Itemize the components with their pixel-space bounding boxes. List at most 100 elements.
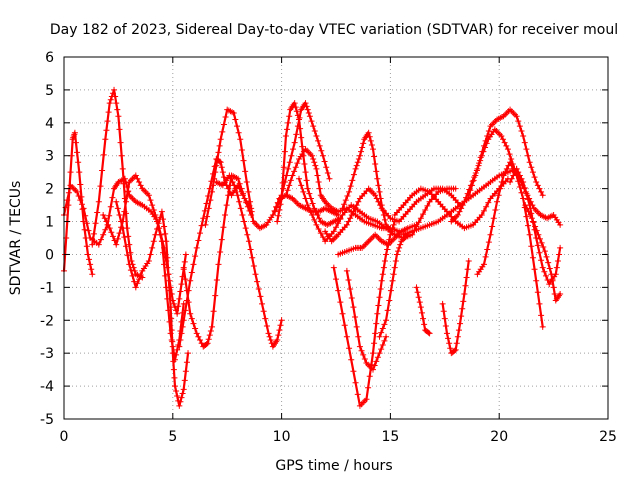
data-point bbox=[222, 211, 229, 218]
interp-marker bbox=[225, 192, 232, 199]
interp-marker bbox=[212, 292, 219, 299]
data-point bbox=[171, 383, 178, 390]
interp-marker bbox=[129, 272, 136, 279]
interp-marker bbox=[376, 294, 383, 301]
interp-marker bbox=[242, 225, 249, 232]
interp-marker bbox=[502, 169, 509, 176]
data-point bbox=[230, 109, 237, 116]
interp-marker bbox=[182, 307, 189, 314]
data-point bbox=[369, 146, 376, 153]
interp-marker bbox=[118, 218, 125, 225]
data-point bbox=[339, 205, 346, 212]
data-point bbox=[252, 271, 259, 278]
interp-marker bbox=[160, 249, 167, 256]
interp-marker bbox=[354, 159, 361, 166]
interp-marker bbox=[239, 190, 246, 197]
data-point bbox=[126, 261, 133, 268]
interp-marker bbox=[446, 340, 453, 347]
interp-marker bbox=[222, 114, 229, 121]
interp-marker bbox=[123, 198, 130, 205]
interp-marker bbox=[545, 259, 552, 266]
interp-marker bbox=[542, 272, 549, 279]
data-point bbox=[426, 330, 433, 337]
interp-marker bbox=[249, 254, 256, 261]
interp-marker bbox=[420, 315, 427, 322]
data-point bbox=[74, 188, 81, 195]
interp-marker bbox=[134, 280, 141, 287]
interp-marker bbox=[74, 149, 81, 156]
interp-marker bbox=[177, 398, 184, 405]
y-tick-label: 0 bbox=[45, 247, 54, 263]
interp-marker bbox=[525, 152, 532, 159]
interp-marker bbox=[375, 302, 382, 309]
interp-marker bbox=[379, 271, 386, 278]
data-point bbox=[393, 251, 400, 258]
interp-marker bbox=[190, 261, 197, 268]
data-point bbox=[243, 179, 250, 186]
interp-marker bbox=[86, 256, 93, 263]
y-tick-label: 6 bbox=[45, 50, 54, 66]
data-point bbox=[374, 175, 381, 182]
interp-marker bbox=[463, 274, 470, 281]
interp-marker bbox=[308, 118, 315, 125]
data-point bbox=[180, 264, 187, 271]
interp-marker bbox=[523, 146, 530, 153]
data-point bbox=[71, 129, 78, 136]
interp-marker bbox=[65, 189, 72, 196]
data-point bbox=[374, 310, 381, 317]
interp-marker bbox=[118, 152, 125, 159]
data-point bbox=[541, 248, 548, 255]
interp-marker bbox=[515, 118, 522, 125]
interp-marker bbox=[284, 187, 291, 194]
interp-marker bbox=[333, 224, 339, 231]
interp-marker bbox=[501, 139, 508, 146]
interp-marker bbox=[168, 327, 175, 334]
data-point bbox=[306, 113, 313, 120]
interp-marker bbox=[266, 333, 273, 340]
data-point bbox=[269, 211, 276, 218]
interp-marker bbox=[207, 197, 214, 204]
series-track-15 bbox=[330, 218, 398, 409]
x-tick-label: 10 bbox=[273, 429, 291, 445]
interp-marker bbox=[523, 213, 530, 220]
interp-marker bbox=[134, 175, 141, 182]
data-point bbox=[313, 221, 320, 228]
interp-marker bbox=[290, 146, 297, 153]
interp-marker bbox=[523, 190, 530, 197]
data-point bbox=[259, 300, 266, 307]
data-point bbox=[389, 277, 396, 284]
data-point bbox=[504, 146, 511, 153]
interp-marker bbox=[516, 123, 523, 130]
data-point bbox=[102, 136, 109, 143]
data-point bbox=[95, 198, 102, 205]
data-point bbox=[378, 277, 385, 284]
interp-marker bbox=[254, 278, 261, 285]
interp-marker bbox=[206, 332, 213, 339]
interp-marker bbox=[556, 251, 563, 258]
interp-marker bbox=[162, 230, 169, 237]
interp-marker bbox=[387, 287, 394, 294]
data-point bbox=[304, 185, 311, 192]
data-point bbox=[80, 205, 87, 212]
interp-marker bbox=[250, 262, 257, 269]
interp-marker bbox=[515, 169, 522, 176]
interp-marker bbox=[314, 172, 321, 179]
data-point bbox=[461, 290, 468, 297]
interp-marker bbox=[273, 204, 280, 211]
interp-marker bbox=[390, 221, 397, 228]
interp-marker bbox=[316, 215, 323, 222]
data-point bbox=[387, 228, 394, 235]
interp-marker bbox=[530, 219, 537, 226]
interp-marker bbox=[182, 368, 189, 375]
interp-marker bbox=[220, 174, 227, 181]
data-point bbox=[465, 192, 472, 199]
interp-marker bbox=[188, 315, 195, 322]
interp-marker bbox=[306, 207, 313, 214]
interp-marker bbox=[323, 164, 330, 171]
interp-marker bbox=[85, 227, 92, 234]
interp-marker bbox=[480, 207, 487, 214]
series-track-3 bbox=[89, 86, 146, 281]
interp-marker bbox=[352, 205, 359, 212]
interp-marker bbox=[292, 104, 299, 111]
interp-marker bbox=[166, 287, 173, 294]
